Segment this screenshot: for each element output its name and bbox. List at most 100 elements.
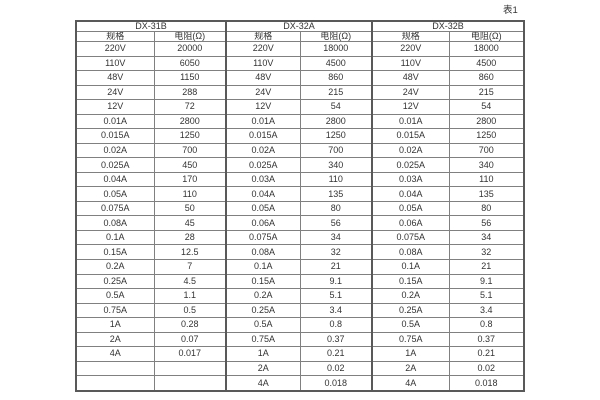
resistance-cell: 110 xyxy=(448,171,525,188)
table-row: 0.25A 4.5 0.15A 9.1 0.15A 9.1 xyxy=(75,273,525,290)
resistance-cell: 18000 xyxy=(299,41,373,57)
spec-cell: 0.05A xyxy=(75,186,155,202)
resistance-column-header: 电阻(Ω) xyxy=(299,31,373,42)
spec-cell: 0.075A xyxy=(75,200,155,217)
resistance-cell xyxy=(153,360,227,377)
spec-cell: 0.01A xyxy=(371,113,450,130)
resistance-cell: 20000 xyxy=(153,41,227,57)
resistance-cell: 1150 xyxy=(153,70,227,86)
table-row: 0.075A 50 0.05A 80 0.05A 80 xyxy=(75,200,525,217)
resistance-cell: 0.017 xyxy=(153,346,227,362)
table-row: 0.04A 170 0.03A 110 0.03A 110 xyxy=(75,171,525,188)
spec-cell: 220V xyxy=(371,41,450,57)
resistance-cell: 340 xyxy=(448,157,525,173)
spec-cell: 0.04A xyxy=(371,186,450,202)
resistance-cell: 450 xyxy=(153,157,227,173)
resistance-cell: 1250 xyxy=(299,128,373,144)
table-row: 0.15A 12.5 0.08A 32 0.08A 32 xyxy=(75,244,525,260)
resistance-cell: 2800 xyxy=(153,113,227,130)
resistance-cell: 215 xyxy=(448,84,525,101)
spec-cell: 0.075A xyxy=(371,229,450,246)
spec-cell: 0.075A xyxy=(225,229,301,246)
resistance-cell: 215 xyxy=(299,84,373,101)
spec-cell: 0.02A xyxy=(75,142,155,159)
group-header-dx32b: DX-32B xyxy=(371,20,525,32)
table-row: 0.75A 0.5 0.25A 3.4 0.25A 3.4 xyxy=(75,302,525,319)
resistance-cell: 0.02 xyxy=(448,360,525,377)
resistance-cell: 80 xyxy=(299,200,373,217)
spec-cell: 4A xyxy=(75,346,155,362)
resistance-cell: 34 xyxy=(299,229,373,246)
spec-cell: 12V xyxy=(371,99,450,115)
resistance-cell: 0.21 xyxy=(448,346,525,362)
resistance-cell: 5.1 xyxy=(448,288,525,304)
spec-cell xyxy=(75,375,155,392)
table-row: 0.05A 110 0.04A 135 0.04A 135 xyxy=(75,186,525,202)
resistance-cell: 18000 xyxy=(448,41,525,57)
resistance-column-header: 电阻(Ω) xyxy=(153,31,227,42)
spec-cell: 48V xyxy=(371,70,450,86)
spec-cell: 0.08A xyxy=(75,215,155,231)
spec-cell: 24V xyxy=(371,84,450,101)
spec-cell: 12V xyxy=(75,99,155,115)
resistance-cell: 9.1 xyxy=(448,273,525,290)
spec-cell: 0.02A xyxy=(225,142,301,159)
resistance-cell: 700 xyxy=(448,142,525,159)
spec-cell: 0.15A xyxy=(225,273,301,290)
table-row: 2A 0.02 2A 0.02 xyxy=(75,360,525,377)
spec-cell: 1A xyxy=(225,346,301,362)
table-row: 4A 0.018 4A 0.018 xyxy=(75,375,525,392)
resistance-cell: 4500 xyxy=(299,55,373,72)
spec-cell: 0.2A xyxy=(225,288,301,304)
resistance-cell: 0.018 xyxy=(299,375,373,392)
spec-column-header: 规格 xyxy=(371,31,450,42)
resistance-cell: 340 xyxy=(299,157,373,173)
resistance-cell: 0.37 xyxy=(448,331,525,348)
table-row: 0.08A 45 0.06A 56 0.06A 56 xyxy=(75,215,525,231)
spec-cell: 0.04A xyxy=(75,171,155,188)
spec-cell: 110V xyxy=(371,55,450,72)
spec-cell: 0.02A xyxy=(371,142,450,159)
table-row: 0.025A 450 0.025A 340 0.025A 340 xyxy=(75,157,525,173)
resistance-cell: 0.5 xyxy=(153,302,227,319)
group-header-dx31b: DX-31B xyxy=(75,20,227,32)
spec-column-header: 规格 xyxy=(75,31,155,42)
spec-cell: 24V xyxy=(225,84,301,101)
resistance-column-header: 电阻(Ω) xyxy=(448,31,525,42)
spec-cell: 0.05A xyxy=(225,200,301,217)
table-row: 0.01A 2800 0.01A 2800 0.01A 2800 xyxy=(75,113,525,130)
spec-cell: 1A xyxy=(75,317,155,333)
spec-cell: 48V xyxy=(225,70,301,86)
table-row: 48V 1150 48V 860 48V 860 xyxy=(75,70,525,86)
resistance-cell: 50 xyxy=(153,200,227,217)
spec-cell: 2A xyxy=(371,360,450,377)
resistance-cell: 32 xyxy=(448,244,525,260)
resistance-cell: 0.02 xyxy=(299,360,373,377)
resistance-cell xyxy=(153,375,227,392)
resistance-cell: 110 xyxy=(299,171,373,188)
resistance-cell: 32 xyxy=(299,244,373,260)
resistance-cell: 288 xyxy=(153,84,227,101)
table-row: 2A 0.07 0.75A 0.37 0.75A 0.37 xyxy=(75,331,525,348)
resistance-cell: 54 xyxy=(448,99,525,115)
resistance-cell: 0.8 xyxy=(448,317,525,333)
column-header-row: 规格 电阻(Ω) 规格 电阻(Ω) 规格 电阻(Ω) xyxy=(75,31,525,42)
spec-cell: 0.06A xyxy=(371,215,450,231)
resistance-cell: 54 xyxy=(299,99,373,115)
resistance-cell: 72 xyxy=(153,99,227,115)
spec-cell: 110V xyxy=(225,55,301,72)
relay-resistance-table: DX-31B DX-32A DX-32B 规格 电阻(Ω) 规格 电阻(Ω) 规… xyxy=(75,20,526,392)
table-row: 0.1A 28 0.075A 34 0.075A 34 xyxy=(75,229,525,246)
resistance-cell: 5.1 xyxy=(299,288,373,304)
spec-cell: 0.025A xyxy=(371,157,450,173)
spec-cell: 0.15A xyxy=(75,244,155,260)
table-row: 0.015A 1250 0.015A 1250 0.015A 1250 xyxy=(75,128,525,144)
group-header-row: DX-31B DX-32A DX-32B xyxy=(75,20,525,32)
resistance-cell: 2800 xyxy=(448,113,525,130)
table-row: 0.02A 700 0.02A 700 0.02A 700 xyxy=(75,142,525,159)
resistance-cell: 7 xyxy=(153,258,227,275)
table-row: 110V 6050 110V 4500 110V 4500 xyxy=(75,55,525,72)
spec-cell: 1A xyxy=(371,346,450,362)
resistance-cell: 45 xyxy=(153,215,227,231)
resistance-cell: 0.018 xyxy=(448,375,525,392)
